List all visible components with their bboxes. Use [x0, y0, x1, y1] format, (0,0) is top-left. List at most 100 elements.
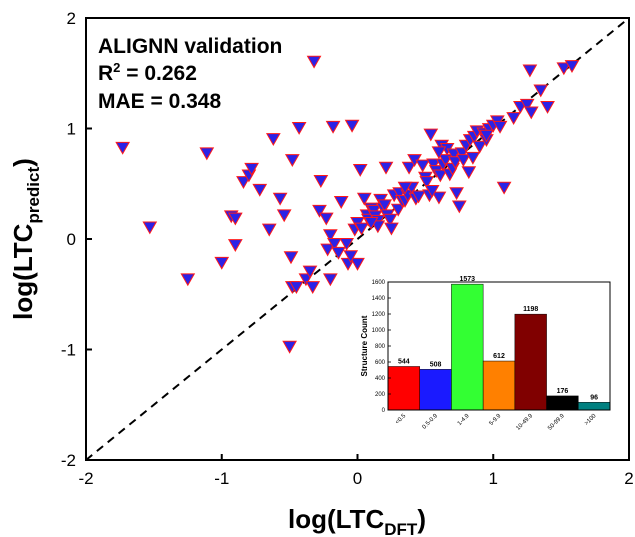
x-tick-label: 0 — [353, 469, 362, 488]
inset-bar-value-label: 508 — [430, 361, 442, 368]
scatter-point — [533, 84, 549, 98]
x-tick-label: 1 — [489, 469, 498, 488]
scatter-point — [356, 192, 372, 206]
scatter-point — [449, 187, 464, 201]
inset-bar-value-label: 1198 — [523, 306, 538, 313]
x-tick-label: -1 — [214, 469, 229, 488]
scatter-point — [322, 229, 338, 243]
scatter-point — [456, 154, 471, 167]
scatter-point — [432, 169, 448, 183]
inset-bar-value-label: 544 — [398, 358, 410, 365]
scatter-series — [115, 55, 580, 354]
scatter-point — [540, 101, 555, 114]
scatter-point — [451, 200, 467, 214]
x-tick-label: 2 — [624, 469, 633, 488]
inset-y-tick-label: 1000 — [372, 328, 386, 334]
scatter-point — [302, 265, 318, 279]
scatter-point — [363, 217, 379, 230]
scatter-point — [272, 192, 288, 206]
scatter-point — [479, 129, 494, 143]
scatter-point — [227, 212, 243, 226]
scatter-point — [199, 147, 215, 161]
scatter-point — [522, 64, 538, 78]
scatter-point — [472, 140, 488, 154]
inset-bar-value-label: 176 — [557, 388, 569, 395]
inset-y-tick-label: 1200 — [372, 312, 386, 318]
y-tick-label: 2 — [67, 9, 76, 28]
scatter-point — [431, 146, 447, 160]
scatter-point — [322, 273, 338, 287]
inset-y-tick-label: 1400 — [372, 296, 386, 302]
scatter-point — [377, 199, 393, 213]
scatter-point — [415, 159, 431, 173]
scatter-point — [419, 176, 435, 190]
scatter-point — [284, 154, 300, 167]
y-tick-label: -2 — [61, 451, 76, 470]
y-tick-label: -1 — [61, 341, 76, 360]
scatter-point — [331, 246, 346, 260]
scatter-point — [313, 175, 329, 188]
y-tick-label: 0 — [67, 230, 76, 249]
scatter-point — [352, 164, 368, 177]
y-tick-label: 1 — [67, 120, 76, 139]
scatter-point — [305, 281, 321, 295]
scatter-point — [282, 340, 297, 354]
inset-bar — [578, 402, 611, 411]
inset-y-tick-label: 400 — [375, 376, 386, 382]
inset-histogram: 544 508 1573 612 1198 176 96 0 200 400 600 800 1000… — [360, 272, 612, 454]
inset-bar — [514, 313, 547, 411]
inset-y-tick-label: 0 — [382, 408, 386, 414]
scatter-point — [252, 183, 268, 197]
inset-y-tick-label: 1600 — [372, 280, 386, 286]
inset-bar — [546, 395, 579, 411]
scatter-point — [382, 213, 398, 227]
scatter-point — [564, 60, 580, 74]
scatter-point — [325, 120, 341, 134]
scatter-point — [333, 196, 349, 209]
inset-bar-value-label: 1573 — [459, 276, 475, 283]
scatter-point — [320, 243, 335, 257]
scatter-point — [343, 250, 359, 264]
scatter-point — [384, 222, 399, 236]
inset-y-tick-label: 800 — [375, 344, 386, 350]
scatter-point — [283, 251, 299, 265]
scatter-point — [426, 158, 441, 172]
inset-y-axis-label: Structure Count — [360, 315, 369, 376]
scatter-point — [519, 98, 535, 112]
annotation-r2: R2 = 0.262 — [98, 60, 197, 85]
scatter-point — [244, 162, 259, 176]
inset-bar — [451, 283, 484, 411]
scatter-point — [523, 106, 539, 120]
annotation-title: ALIGNN validation — [98, 35, 282, 58]
scatter-point — [390, 203, 406, 217]
scatter-point — [339, 238, 355, 251]
scatter-point — [214, 256, 230, 270]
scatter-point — [447, 156, 463, 170]
scatter-point — [344, 119, 360, 133]
scatter-point — [115, 141, 131, 155]
scatter-point — [496, 181, 512, 195]
inset-bar — [387, 366, 420, 411]
scatter-point — [318, 212, 334, 226]
scatter-point — [461, 166, 477, 180]
scatter-point — [556, 62, 572, 76]
scatter-point — [378, 161, 394, 175]
scatter-point — [276, 209, 292, 223]
scatter-point — [492, 120, 508, 134]
scatter-point — [424, 185, 440, 198]
scatter-point — [312, 204, 327, 218]
reference-line — [86, 18, 629, 460]
scatter-point — [423, 128, 439, 142]
scatter-point — [397, 181, 413, 195]
scatter-point — [506, 112, 521, 125]
scatter-point — [261, 223, 277, 237]
scatter-point — [142, 221, 158, 235]
scatter-point — [327, 238, 342, 251]
scatter-point — [354, 222, 369, 236]
scatter-point — [401, 161, 417, 175]
scatter-point — [265, 133, 281, 146]
scatter-point — [180, 273, 196, 287]
scatter-point — [411, 190, 426, 204]
scatter-point — [465, 151, 481, 165]
